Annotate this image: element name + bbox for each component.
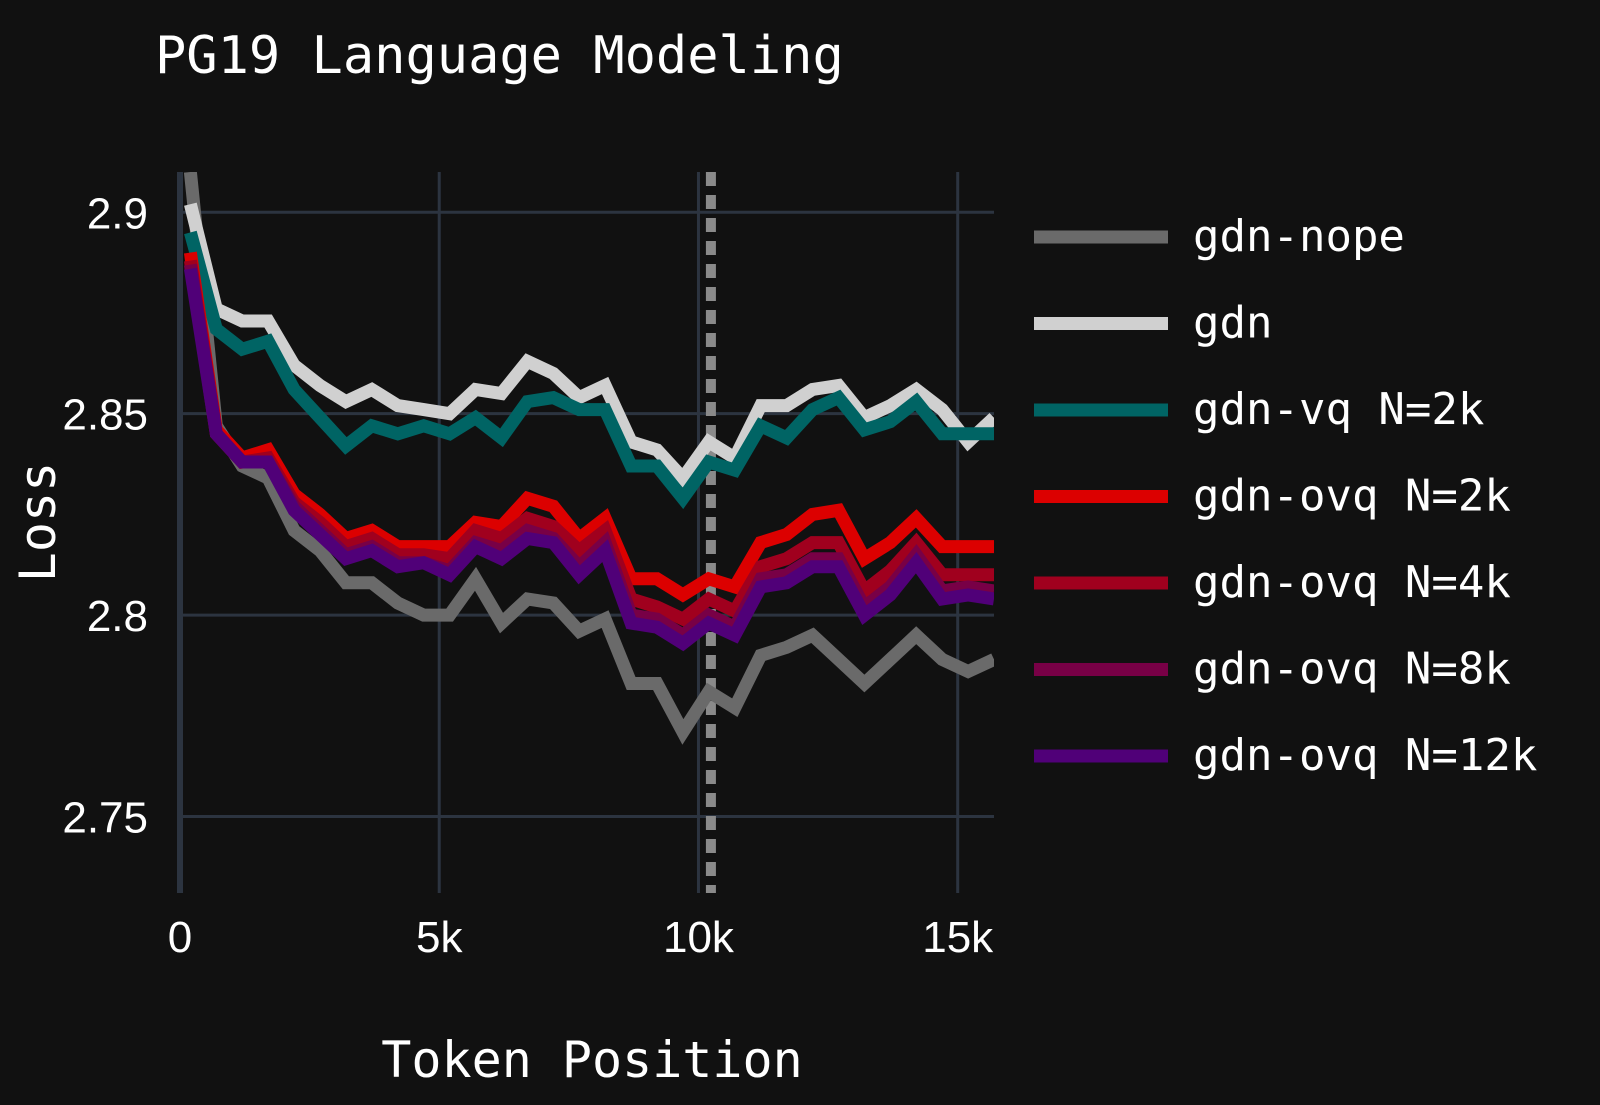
series-line-gdn <box>184 202 994 489</box>
legend-label-gdn-ovq-n-8k: gdn-ovq N=8k <box>1193 644 1511 695</box>
legend-label-gdn-ovq-n-12k: gdn-ovq N=12k <box>1193 730 1537 781</box>
y-axis-title: Loss <box>9 462 67 582</box>
legend-label-gdn-ovq-n-2k: gdn-ovq N=2k <box>1193 471 1511 522</box>
tick-label-layer: 0 5k 10k 15k 2.75 2.8 2.85 2.9 <box>62 189 994 962</box>
y-tick-label: 2.8 <box>87 592 148 641</box>
series-line-gdn-nope <box>183 172 994 745</box>
y-tick-label: 2.85 <box>62 391 148 440</box>
x-tick-label: 10k <box>663 913 735 962</box>
x-tick-label: 0 <box>168 913 192 962</box>
legend: gdn-nope gdn gdn-vq N=2k gdn-ovq N=2k gdn-ov… <box>1034 211 1537 781</box>
series-layer <box>183 172 994 745</box>
y-tick-label: 2.9 <box>87 189 148 238</box>
legend-label-gdn-vq-n-2k: gdn-vq N=2k <box>1193 384 1484 435</box>
y-tick-label: 2.75 <box>62 793 148 842</box>
legend-label-gdn-ovq-n-4k: gdn-ovq N=4k <box>1193 557 1511 608</box>
legend-label-gdn: gdn <box>1193 298 1272 349</box>
chart-title: PG19 Language Modeling <box>155 26 844 86</box>
x-axis-title: Token Position <box>381 1031 802 1089</box>
x-tick-label: 15k <box>922 913 994 962</box>
legend-label-gdn-nope: gdn-nope <box>1193 211 1405 262</box>
x-tick-label: 5k <box>416 913 463 962</box>
series-line-gdn-vq-n-2k <box>184 230 994 510</box>
series-line-gdn-ovq-n-12k <box>183 267 994 652</box>
